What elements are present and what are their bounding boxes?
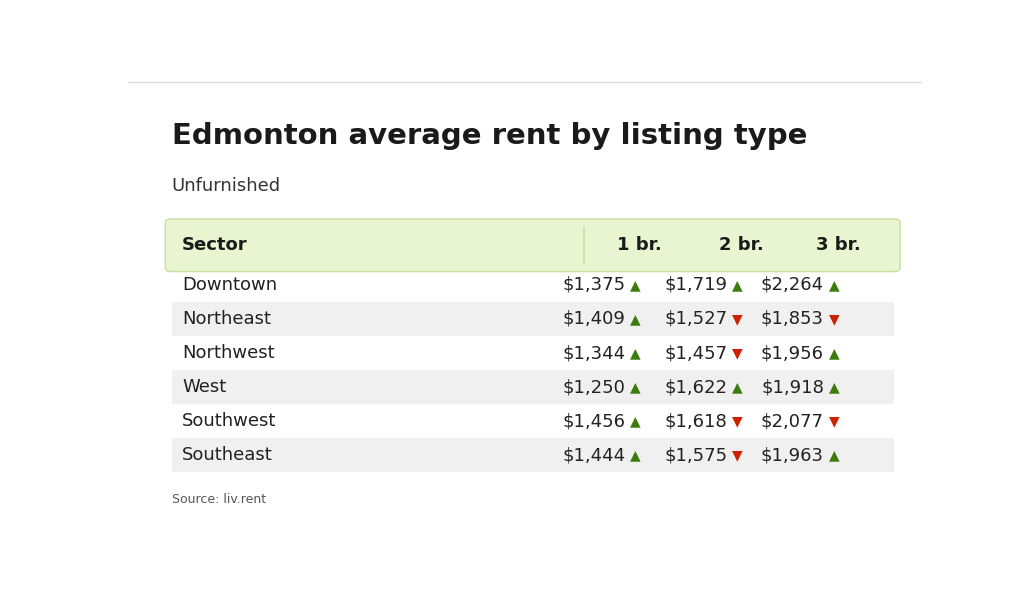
Text: ▲: ▲ <box>828 278 840 292</box>
FancyBboxPatch shape <box>165 219 900 272</box>
Text: $1,719: $1,719 <box>665 276 727 294</box>
Text: 1 br.: 1 br. <box>617 236 663 254</box>
Text: Edmonton average rent by listing type: Edmonton average rent by listing type <box>172 123 807 150</box>
Text: $1,575: $1,575 <box>664 446 727 464</box>
Text: $1,409: $1,409 <box>563 310 626 328</box>
Bar <box>172 302 894 336</box>
Text: ▼: ▼ <box>828 414 840 428</box>
Text: Northeast: Northeast <box>182 310 271 328</box>
Text: ▼: ▼ <box>732 414 742 428</box>
Text: $1,618: $1,618 <box>665 412 727 430</box>
Text: $1,250: $1,250 <box>563 378 626 396</box>
Text: ▲: ▲ <box>631 312 641 326</box>
Text: Sector: Sector <box>182 236 248 254</box>
Text: Southeast: Southeast <box>182 446 272 464</box>
Text: $2,264: $2,264 <box>761 276 824 294</box>
Bar <box>172 268 894 302</box>
Text: 3 br.: 3 br. <box>816 236 860 254</box>
Text: $1,956: $1,956 <box>761 344 824 362</box>
Text: $1,444: $1,444 <box>562 446 626 464</box>
Bar <box>172 336 894 370</box>
Text: $1,853: $1,853 <box>761 310 824 328</box>
Text: ▼: ▼ <box>732 312 742 326</box>
Text: $1,622: $1,622 <box>665 378 727 396</box>
Text: $1,456: $1,456 <box>562 412 626 430</box>
Text: ▲: ▲ <box>631 380 641 394</box>
Text: Southwest: Southwest <box>182 412 276 430</box>
Text: $1,344: $1,344 <box>562 344 626 362</box>
Text: Northwest: Northwest <box>182 344 274 362</box>
Text: West: West <box>182 378 226 396</box>
Text: ▲: ▲ <box>732 278 742 292</box>
Text: ▲: ▲ <box>828 448 840 462</box>
Text: ▼: ▼ <box>828 312 840 326</box>
Text: ▲: ▲ <box>828 380 840 394</box>
Text: $1,457: $1,457 <box>664 344 727 362</box>
Text: $2,077: $2,077 <box>761 412 824 430</box>
Text: ▼: ▼ <box>732 448 742 462</box>
Text: $1,918: $1,918 <box>761 378 824 396</box>
Bar <box>172 404 894 438</box>
Text: ▲: ▲ <box>631 448 641 462</box>
Text: Source: liv.rent: Source: liv.rent <box>172 493 266 506</box>
Text: $1,963: $1,963 <box>761 446 824 464</box>
Text: ▲: ▲ <box>631 278 641 292</box>
Text: $1,375: $1,375 <box>562 276 626 294</box>
Text: Unfurnished: Unfurnished <box>172 177 281 196</box>
Text: ▲: ▲ <box>828 346 840 360</box>
Text: Downtown: Downtown <box>182 276 278 294</box>
Text: ▼: ▼ <box>732 346 742 360</box>
Text: $1,527: $1,527 <box>664 310 727 328</box>
Text: ▲: ▲ <box>631 346 641 360</box>
Text: ▲: ▲ <box>631 414 641 428</box>
Bar <box>172 438 894 472</box>
Text: 2 br.: 2 br. <box>719 236 764 254</box>
Bar <box>172 370 894 404</box>
Text: ▲: ▲ <box>732 380 742 394</box>
